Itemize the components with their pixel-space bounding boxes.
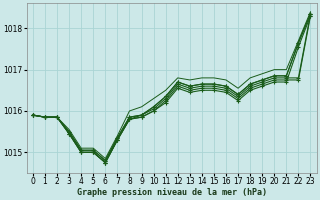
X-axis label: Graphe pression niveau de la mer (hPa): Graphe pression niveau de la mer (hPa) <box>77 188 267 197</box>
